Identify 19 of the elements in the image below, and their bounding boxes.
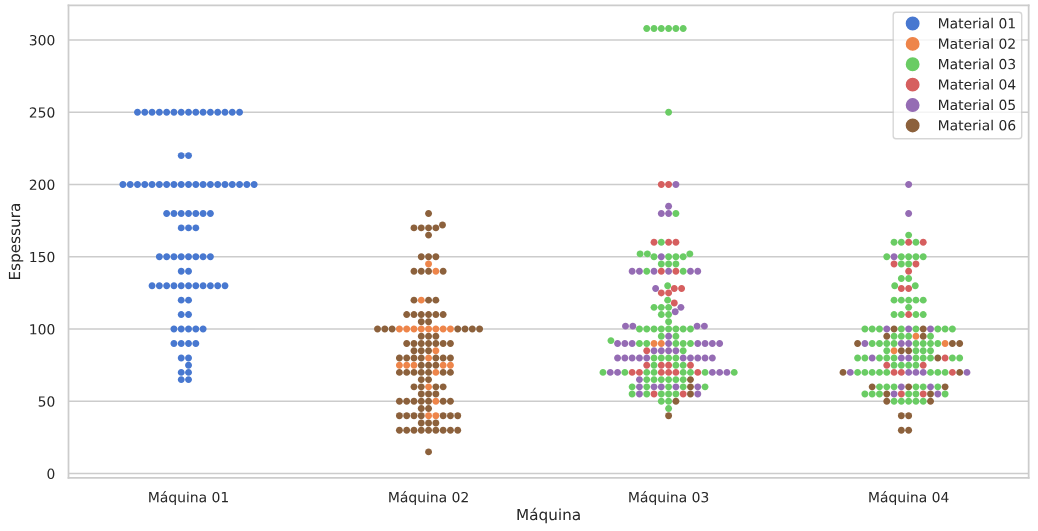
legend-label: Material 03 — [939, 58, 1016, 70]
y-tick-label: 300 — [29, 34, 55, 46]
y-tick-label: 0 — [47, 468, 55, 480]
legend-label: Material 06 — [939, 119, 1016, 131]
x-tick-label: Máquina 02 — [389, 491, 468, 506]
legend-label: Material 05 — [939, 99, 1015, 111]
legend-label: Material 02 — [939, 38, 1015, 49]
y-tick-label: 250 — [29, 107, 55, 118]
legend-label: Material 04 — [939, 78, 1016, 90]
legend-label: Material 01 — [939, 17, 1015, 29]
x-tick-label: Máquina 04 — [869, 491, 949, 506]
x-tick-label: Máquina 01 — [149, 491, 228, 506]
y-axis-title: Espessura — [8, 204, 24, 280]
y-tick-label: 100 — [30, 324, 55, 335]
y-tick-label: 200 — [29, 179, 55, 190]
x-tick-label: Máquina 03 — [629, 491, 709, 506]
x-axis-title: Máquina — [517, 507, 580, 524]
y-tick-label: 150 — [30, 251, 55, 263]
y-tick-label: 50 — [38, 396, 55, 407]
